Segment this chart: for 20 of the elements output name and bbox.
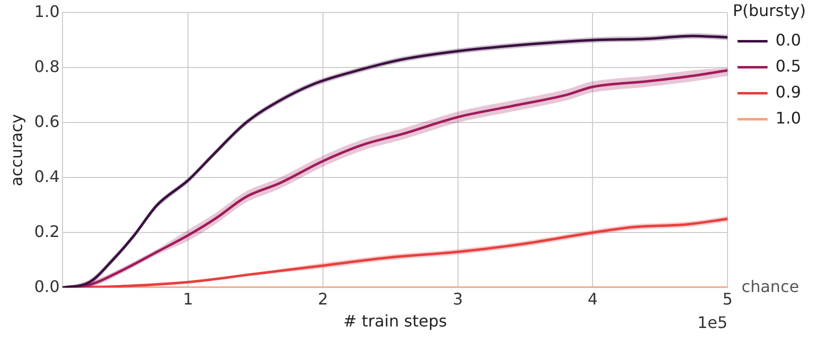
- x-tick-label: 1: [182, 289, 194, 308]
- x-tick-label: 2: [318, 289, 328, 308]
- x-tick-label: 5: [722, 289, 733, 308]
- y-tick-label: 0.8: [34, 56, 60, 76]
- y-tick-label: 0.6: [34, 112, 60, 131]
- x-tick-label: 4: [588, 289, 598, 308]
- y-tick-label: 1.0: [34, 2, 60, 21]
- legend-label: 1.0: [776, 108, 802, 128]
- legend-label: 0.9: [776, 82, 802, 102]
- y-tick-label: 0.2: [34, 222, 60, 241]
- text: 1e5: [697, 312, 728, 332]
- y-axis-title: accuracy: [6, 114, 26, 186]
- x-axis-title: # train steps: [343, 312, 447, 331]
- legend-title: P(bursty): [732, 1, 806, 20]
- y-tick-label: 0.4: [34, 166, 60, 186]
- legend-label: 0.0: [776, 30, 802, 50]
- annotation: chance: [742, 276, 800, 296]
- y-tick-label: 0.0: [34, 276, 60, 296]
- x-tick-label: 3: [452, 289, 463, 308]
- legend-label: 0.5: [776, 56, 802, 76]
